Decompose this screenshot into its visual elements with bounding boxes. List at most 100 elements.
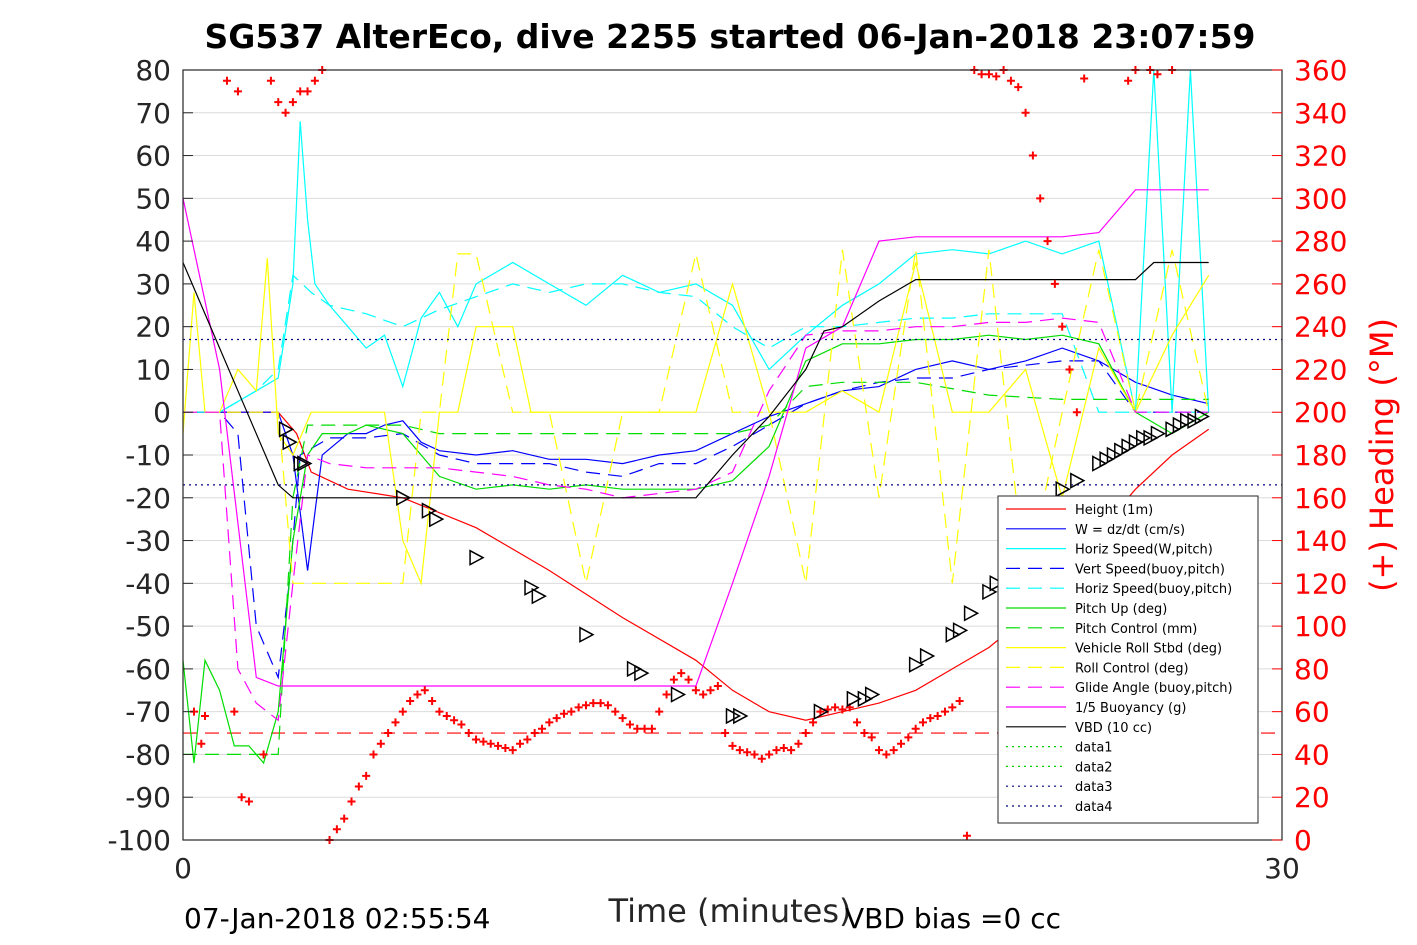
heading-point [222, 76, 231, 85]
heading-point [816, 707, 825, 716]
triangle-marker [297, 455, 313, 472]
triangle-marker [1165, 421, 1181, 438]
heading-point [574, 703, 583, 712]
heading-point [684, 675, 693, 684]
y-tick-label: -60 [125, 653, 171, 686]
heading-point [603, 701, 612, 710]
heading-point [933, 711, 942, 720]
right-tick-label: 40 [1294, 738, 1330, 771]
heading-point [376, 739, 385, 748]
heading-point [838, 705, 847, 714]
right-tick-label: 300 [1294, 182, 1347, 215]
start-time-label: 07-Jan-2018 02:55:54 [184, 902, 490, 935]
y-tick-label: -30 [125, 525, 171, 558]
heading-point [713, 682, 722, 690]
triangle-marker [1150, 425, 1167, 442]
x-axis-label: Time (minutes) [608, 892, 852, 930]
heading-point [875, 746, 884, 755]
right-tick-label: 280 [1294, 225, 1347, 258]
triangle-marker [857, 690, 873, 708]
legend-label: Roll Control (deg) [1075, 661, 1189, 676]
right-tick-label: 240 [1294, 311, 1347, 344]
triangle-marker [469, 549, 485, 566]
heading-point [669, 675, 678, 684]
heading-point [288, 98, 297, 107]
triangle-marker [919, 647, 936, 665]
heading-point [699, 690, 708, 699]
heading-point [809, 718, 818, 727]
triangle-marker [1187, 412, 1203, 430]
heading-point [1058, 322, 1067, 331]
y-tick-label: 60 [135, 140, 171, 173]
heading-point [765, 750, 774, 759]
heading-point [633, 724, 642, 733]
heading-point [596, 699, 605, 708]
heading-point [867, 733, 876, 742]
legend: Height (1m) W = dz/dt (cm/s) Horiz Speed(W… [997, 495, 1259, 824]
x-tick-label: 30 [1264, 852, 1300, 885]
triangle-marker [626, 660, 643, 678]
chart-title: SG537 AlterEco, dive 2255 started 06-Jan… [204, 17, 1255, 56]
vbd-bias-label: VBD bias =0 cc [845, 902, 1061, 935]
heading-point [354, 782, 363, 791]
triangle-marker [1092, 455, 1108, 472]
heading-point [581, 701, 590, 710]
heading-point [1043, 237, 1052, 246]
triangle-marker [1114, 442, 1130, 459]
heading-point [230, 707, 239, 716]
heading-point [743, 748, 752, 757]
legend-label: data3 [1075, 780, 1113, 795]
heading-point [266, 76, 275, 85]
heading-point [479, 737, 488, 746]
legend-label: VBD (10 cc) [1075, 721, 1152, 736]
heading-point [501, 744, 510, 753]
heading-point [281, 108, 290, 117]
heading-point [197, 739, 206, 748]
triangle-marker [634, 664, 650, 682]
series-line-10 [182, 189, 1209, 687]
legend-label: W = dz/dt (cm/s) [1075, 523, 1185, 538]
triangle-marker [1136, 429, 1152, 447]
heading-point [589, 699, 598, 708]
legend-label: data1 [1075, 741, 1113, 756]
heading-point [647, 724, 656, 733]
legend-label: Pitch Up (deg) [1075, 602, 1167, 617]
y-tick-label: -50 [125, 610, 171, 643]
legend-label: data2 [1075, 760, 1113, 775]
right-tick-label: 340 [1294, 97, 1347, 130]
y-tick-label: 80 [135, 54, 171, 87]
y-tick-label: -70 [125, 696, 171, 729]
heading-point [464, 729, 473, 738]
heading-point [750, 750, 759, 759]
heading-point [787, 746, 796, 755]
heading-point [772, 746, 781, 755]
heading-point [391, 718, 400, 727]
triangle-marker [989, 575, 1005, 592]
heading-point [296, 87, 305, 96]
right-tick-label: 360 [1294, 54, 1347, 87]
legend-label: data4 [1075, 800, 1113, 815]
heading-point [655, 707, 664, 716]
y-tick-label: 30 [135, 268, 171, 301]
heading-point [332, 825, 341, 834]
heading-point [691, 686, 700, 695]
heading-point [1028, 151, 1037, 160]
triangle-marker [1128, 433, 1145, 451]
legend-label: Vert Speed(buoy,pitch) [1075, 562, 1225, 577]
triangle-marker [864, 686, 881, 703]
heading-point [882, 750, 891, 759]
triangle-marker [396, 489, 412, 507]
right-tick-label: 60 [1294, 696, 1330, 729]
y-tick-label: -80 [125, 738, 171, 771]
triangle-marker [1121, 438, 1137, 455]
heading-point [977, 70, 986, 79]
triangle-marker [1180, 412, 1196, 430]
heading-point [860, 729, 869, 738]
heading-point [567, 707, 576, 716]
right-tick-label: 160 [1294, 482, 1347, 515]
right-tick-label: 200 [1294, 396, 1347, 429]
legend-label: Pitch Control (mm) [1075, 622, 1197, 637]
heading-point [369, 750, 378, 759]
triangle-marker [524, 579, 540, 596]
